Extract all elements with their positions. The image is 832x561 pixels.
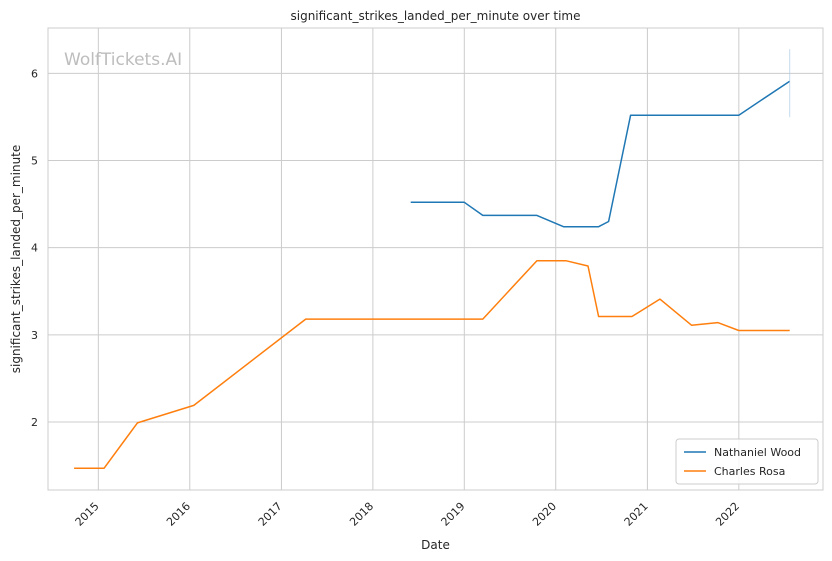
y-tick-label: 5 [31, 154, 38, 167]
x-tick-label: 2017 [256, 500, 285, 529]
y-axis-label: significant_strikes_landed_per_minute [9, 145, 23, 374]
series-group [74, 49, 791, 469]
x-axis-label: Date [421, 538, 450, 552]
x-tick-label: 2022 [713, 500, 742, 529]
x-tick-label: 2018 [347, 500, 376, 529]
y-tick-label: 2 [31, 416, 38, 429]
series-line-0 [410, 80, 791, 228]
y-tick-label: 4 [31, 242, 38, 255]
legend-label: Nathaniel Wood [714, 446, 801, 459]
grid [48, 28, 823, 490]
x-tick-label: 2019 [439, 500, 468, 529]
y-tick-labels: 2 3 4 5 6 [31, 67, 38, 429]
x-tick-label: 2021 [622, 500, 651, 529]
legend: Nathaniel Wood Charles Rosa [675, 438, 819, 485]
x-tick-labels: 2015 2016 2017 2018 2019 2020 2021 2022 [73, 500, 742, 529]
legend-box [675, 438, 819, 485]
plot-frame [47, 27, 824, 491]
legend-label: Charles Rosa [714, 465, 785, 478]
x-tick-label: 2020 [530, 500, 559, 529]
watermark: WolfTickets.AI [64, 50, 182, 70]
series-line-1 [74, 259, 790, 469]
chart-title: significant_strikes_landed_per_minute ov… [290, 9, 580, 23]
y-tick-label: 3 [31, 329, 38, 342]
x-tick-label: 2016 [164, 500, 193, 529]
y-tick-label: 6 [31, 67, 38, 80]
x-tick-label: 2015 [73, 500, 102, 529]
